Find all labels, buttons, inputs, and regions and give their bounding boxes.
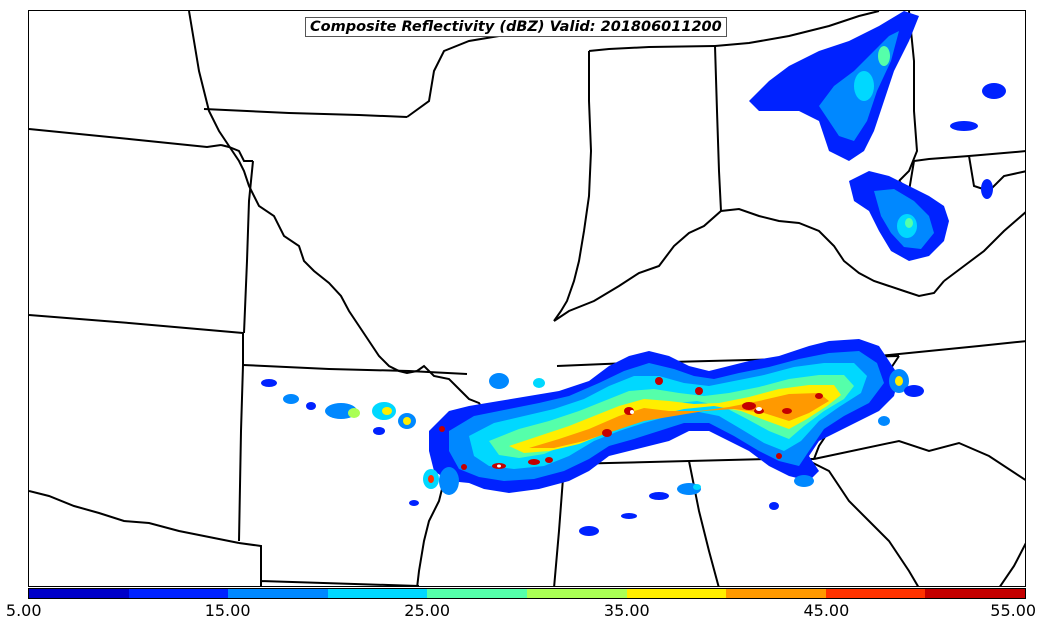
colorbar [28,588,1026,599]
colorbar-tick-label: 25.00 [404,601,451,620]
map-canvas [29,11,1025,586]
border-oklahoma-arkansas [238,333,244,542]
border-indiana-ohio [714,45,722,212]
echo-north-cells [749,11,1006,426]
colorbar-tick-label: 45.00 [803,601,850,620]
lake-michigan-south [588,45,716,52]
border-kansas-missouri-north [220,144,253,162]
colorbar-segment-1 [29,589,129,598]
border-illinois-wisconsin [203,108,408,118]
coastline-southeast [999,542,1025,586]
colorbar-segment-2 [128,589,229,598]
border-mississippi-alabama [553,464,565,586]
colorbar-tick-label: 5.00 [5,601,42,620]
border-illinois-indiana [553,51,593,322]
border-red-river [29,490,240,544]
border-virginia-nc [878,340,1025,357]
colorbar-segment-8 [726,589,826,598]
border-arkansas-louisiana [238,542,420,586]
colorbar-segment-10 [925,589,1025,598]
border-missouri-arkansas [242,364,468,375]
border-alabama-georgia [688,460,720,586]
colorbar-segment-6 [526,589,627,598]
ohio-river [553,207,945,322]
colorbar-tick-label: 35.00 [603,601,650,620]
colorbar-segment-9 [825,589,926,598]
map-title: Composite Reflectivity (dBZ) Valid: 2018… [305,17,727,37]
radar-map: Composite Reflectivity (dBZ) Valid: 2018… [28,10,1026,587]
reflectivity-echoes [261,11,1006,536]
lake-erie-shore [714,11,880,47]
colorbar-segment-7 [626,589,727,598]
border-mississippi-upper [188,11,486,586]
colorbar-segment-5 [427,589,527,598]
border-nc-sc [808,439,1025,586]
colorbar-tick-label: 15.00 [204,601,251,620]
border-kansas-oklahoma [29,314,244,334]
colorbar-segment-3 [228,589,328,598]
echo-cores [426,377,823,480]
colorbar-tick-label: 55.00 [990,601,1037,620]
echo-south-cells [579,475,814,536]
colorbar-segment-4 [327,589,428,598]
echo-west-cells [261,373,545,506]
border-kansas-missouri [243,160,254,334]
echo-peaks [497,407,762,468]
border-ohio-pennsylvania [898,11,919,182]
border-iowa-missouri [29,128,222,149]
